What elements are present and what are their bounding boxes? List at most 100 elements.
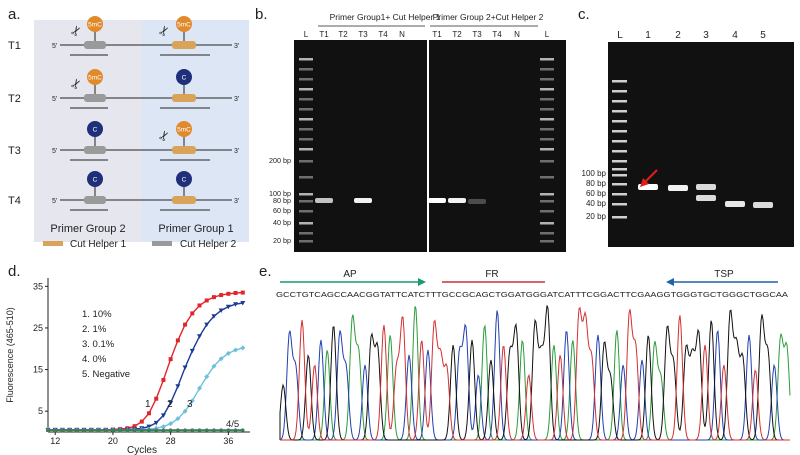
data-point-2 bbox=[233, 302, 239, 307]
gel-band bbox=[315, 198, 333, 203]
ladder-band bbox=[612, 203, 627, 206]
ladder-band bbox=[612, 174, 627, 177]
lane-label-c-4: 4 bbox=[732, 30, 738, 41]
marker-label: C bbox=[93, 127, 98, 134]
data-point-5 bbox=[190, 428, 194, 432]
data-point-5 bbox=[154, 428, 158, 432]
ladder-band bbox=[612, 120, 627, 123]
data-point-5 bbox=[89, 428, 93, 432]
ladder-label-c-3: 40 bp bbox=[586, 199, 607, 208]
data-point-2 bbox=[240, 300, 246, 306]
tsp-arrow-head bbox=[666, 278, 674, 286]
data-point-5 bbox=[226, 428, 230, 432]
data-point-2 bbox=[218, 308, 224, 313]
data-point-5 bbox=[197, 428, 202, 432]
gel-band bbox=[668, 185, 688, 191]
marker-label: 5mC bbox=[88, 22, 102, 29]
gel-band bbox=[696, 195, 716, 201]
lane-label-6: T1 bbox=[432, 30, 442, 39]
gel-band bbox=[448, 198, 466, 203]
strand-3-end: 3' bbox=[234, 96, 239, 103]
lane-label-9: T4 bbox=[492, 30, 502, 39]
lane-label-11: L bbox=[545, 30, 550, 39]
x-tick-label: 36 bbox=[223, 436, 233, 446]
cut-helper-2-block bbox=[84, 196, 106, 204]
strand-5-end: 5' bbox=[52, 43, 57, 50]
chart-xlabel: Cycles bbox=[127, 445, 157, 455]
ladder-band bbox=[299, 78, 313, 81]
ladder-band bbox=[299, 68, 313, 71]
ladder-band bbox=[299, 88, 313, 91]
gel-image-c bbox=[608, 42, 794, 247]
data-point-1 bbox=[168, 357, 173, 362]
panel-b-letter: b. bbox=[255, 6, 268, 23]
data-point-5 bbox=[219, 428, 223, 432]
ladder-band bbox=[299, 138, 313, 141]
data-point-1 bbox=[226, 291, 231, 296]
ladder-band bbox=[540, 108, 554, 111]
lane-label-3: T3 bbox=[358, 30, 368, 39]
ladder-label-5: 20 bp bbox=[273, 236, 291, 245]
ladder-label-c-4: 20 bp bbox=[586, 212, 607, 221]
group1-title: Primer Group1+ Cut Helper 1 bbox=[330, 12, 441, 22]
marker-label: 5mC bbox=[177, 127, 191, 134]
strand-3-end: 3' bbox=[234, 43, 239, 50]
ladder-band bbox=[540, 88, 554, 91]
data-point-3 bbox=[168, 421, 174, 427]
panel-c-letter: c. bbox=[578, 6, 590, 23]
legend-item-1: 1. 10% bbox=[82, 309, 112, 320]
marker-label: 5mC bbox=[177, 22, 191, 29]
ladder-band bbox=[299, 210, 313, 213]
y-tick-label: 25 bbox=[33, 323, 43, 333]
lane-label-4: T4 bbox=[378, 30, 388, 39]
data-point-2 bbox=[189, 348, 195, 354]
x-tick-label: 12 bbox=[50, 436, 60, 446]
lane-label-c-3: 3 bbox=[703, 30, 709, 41]
cytosine-marker bbox=[176, 69, 192, 85]
data-point-5 bbox=[169, 428, 173, 432]
gel-band bbox=[354, 198, 372, 203]
data-point-1 bbox=[147, 411, 151, 416]
ladder-band bbox=[540, 68, 554, 71]
data-point-2 bbox=[225, 304, 231, 310]
ladder-label-2: 80 bp bbox=[273, 196, 291, 205]
data-point-5 bbox=[46, 428, 50, 432]
data-point-5 bbox=[233, 428, 238, 432]
group-left-label: Primer Group 2 bbox=[50, 223, 125, 235]
data-point-2 bbox=[168, 400, 174, 406]
data-point-1 bbox=[219, 293, 224, 298]
data-point-5 bbox=[212, 428, 216, 432]
cut-helper-1-block bbox=[172, 146, 196, 154]
red-arrow-shaft bbox=[643, 169, 658, 184]
data-point-1 bbox=[240, 290, 245, 295]
ap-arrow-head bbox=[418, 278, 426, 286]
marker-label: C bbox=[93, 177, 98, 184]
cut-helper-2-block bbox=[84, 94, 106, 102]
ladder-band bbox=[540, 148, 554, 151]
lane-label-5: N bbox=[399, 30, 405, 39]
ladder-band bbox=[299, 108, 313, 111]
ladder-label-c-2: 60 bp bbox=[586, 189, 607, 198]
ladder-band bbox=[612, 150, 627, 153]
gel-image bbox=[294, 40, 566, 252]
ladder-band bbox=[612, 193, 627, 196]
data-point-5 bbox=[205, 428, 209, 432]
ladder-band bbox=[540, 160, 554, 163]
methyl-cytosine-marker bbox=[87, 69, 103, 85]
ladder-band bbox=[612, 80, 627, 83]
data-point-5 bbox=[125, 428, 129, 432]
ladder-band bbox=[299, 222, 313, 225]
ladder-band bbox=[299, 160, 313, 163]
ladder-label-c-1: 80 bp bbox=[586, 179, 607, 188]
methyl-cytosine-marker bbox=[176, 121, 192, 137]
ladder-band bbox=[612, 110, 627, 113]
lane-label-8: T3 bbox=[472, 30, 482, 39]
marker-label: C bbox=[182, 177, 187, 184]
ladder-band bbox=[299, 176, 313, 179]
ladder-label-c-0: 100 bp bbox=[582, 169, 607, 178]
trace-C bbox=[279, 310, 790, 441]
data-point-2 bbox=[204, 322, 210, 328]
data-point-3 bbox=[218, 356, 224, 362]
trace-T bbox=[280, 306, 790, 441]
